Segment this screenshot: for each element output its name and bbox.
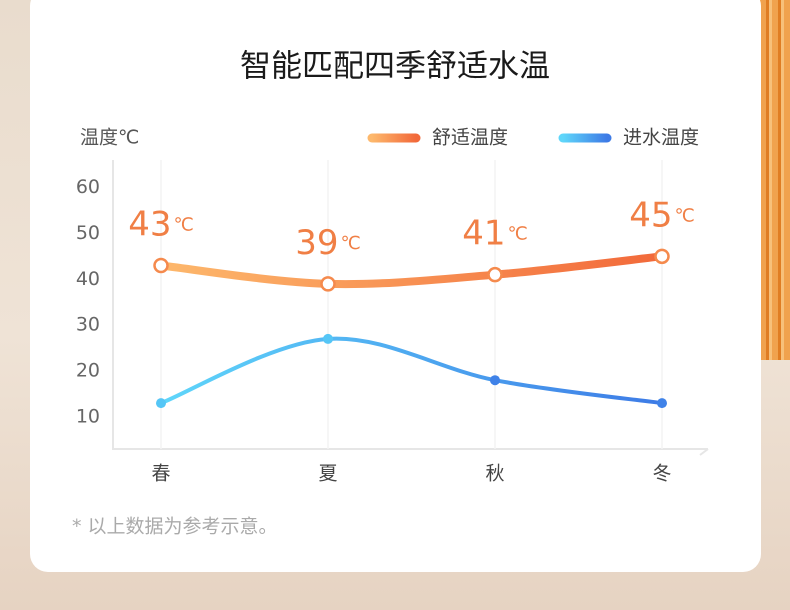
- y-tick-label: 10: [76, 405, 100, 427]
- value-unit: ℃: [174, 215, 194, 236]
- data-point: [323, 333, 333, 344]
- value-unit: ℃: [341, 233, 361, 254]
- value-number: 41: [462, 213, 505, 253]
- y-tick-label: 30: [76, 314, 100, 336]
- x-tick-label: 夏: [318, 463, 337, 485]
- value-unit: ℃: [508, 224, 528, 245]
- y-tick-label: 20: [76, 360, 100, 382]
- value-number: 43: [128, 204, 171, 244]
- x-tick-label: 秋: [485, 463, 504, 485]
- chart-title: 智能匹配四季舒适水温: [240, 49, 550, 85]
- data-point: [654, 248, 670, 265]
- y-tick-label: 40: [76, 268, 100, 290]
- legend-label: 进水温度: [623, 127, 699, 149]
- y-axis-label: 温度℃: [80, 127, 139, 149]
- value-number: 39: [295, 222, 338, 262]
- value-label: 43 ℃: [128, 204, 193, 244]
- x-tick-label: 冬: [652, 463, 671, 485]
- data-point: [487, 266, 503, 283]
- value-label: 41 ℃: [462, 213, 527, 253]
- data-point: [490, 375, 500, 386]
- value-label: 45 ℃: [629, 195, 694, 235]
- data-point: [657, 398, 667, 409]
- data-point: [320, 276, 336, 292]
- y-tick-label: 50: [76, 222, 100, 244]
- legend-label: 舒适温度: [432, 127, 508, 149]
- data-point: [156, 398, 166, 409]
- value-unit: ℃: [675, 205, 695, 226]
- y-tick-label: 60: [76, 176, 100, 198]
- x-tick-label: 春: [151, 463, 170, 485]
- footnote: * 以上数据为参考示意。: [72, 516, 278, 538]
- value-number: 45: [629, 195, 672, 235]
- value-label: 39 ℃: [295, 222, 360, 262]
- background-stripes: [760, 0, 790, 360]
- series-line: [159, 336, 664, 406]
- axes: [112, 160, 709, 456]
- series-line: [157, 252, 666, 289]
- data-point: [153, 257, 169, 274]
